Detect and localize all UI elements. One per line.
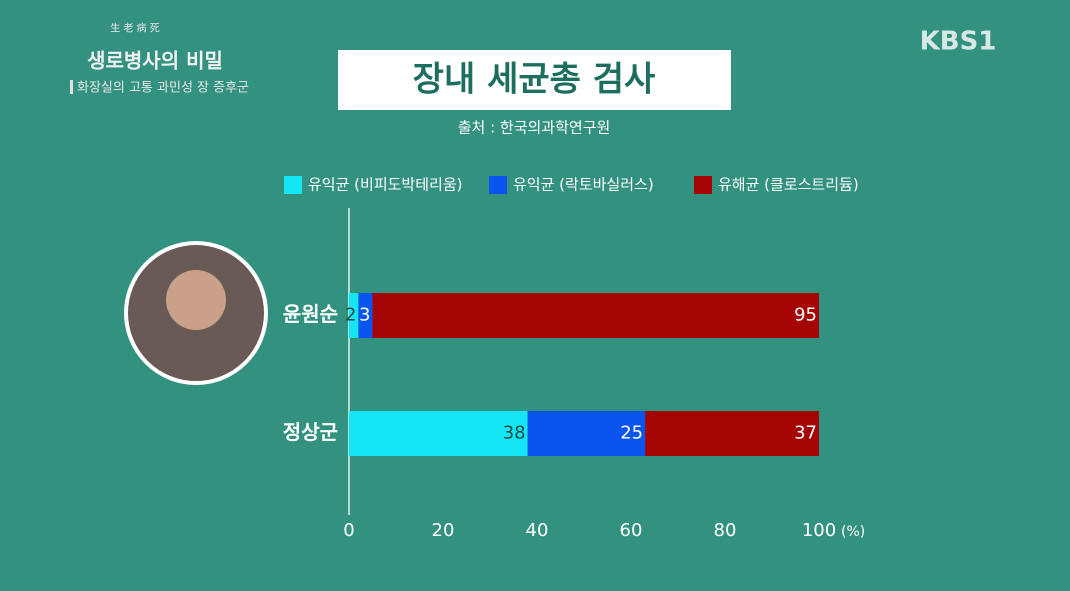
value-label: 37 [794, 423, 817, 444]
value-label: 95 [794, 305, 817, 326]
program-title: 생로병사의 비밀 [87, 49, 223, 73]
legend-swatch [489, 176, 507, 194]
legend-label: 유익균 (비피도박테리움) [308, 176, 462, 194]
x-tick-label: 20 [432, 520, 455, 541]
bar-segment [645, 411, 819, 456]
y-tick-label: 정상군 [283, 420, 338, 444]
value-label: 38 [503, 423, 526, 444]
x-unit: (%) [841, 524, 865, 540]
bar-segment [349, 293, 359, 338]
person-face [166, 270, 226, 330]
episode-title: 화장실의 고통 과민성 장 증후군 [77, 81, 249, 96]
chart-title: 장내 세균총 검사 [413, 60, 656, 100]
legend-label: 유익균 (락토바실러스) [513, 176, 654, 194]
x-tick-label: 60 [620, 520, 643, 541]
bar-segment [358, 293, 373, 338]
episode-bar [70, 80, 73, 94]
title-box [338, 50, 731, 110]
value-label: 25 [620, 423, 643, 444]
value-label: 2 [345, 305, 356, 326]
x-tick-label: 0 [343, 520, 354, 541]
bar-segment [372, 293, 819, 338]
legend-label: 유해균 (클로스트리듐) [718, 176, 859, 194]
chart-subtitle: 출처 : 한국의과학연구원 [458, 119, 611, 137]
x-tick-label: 80 [714, 520, 737, 541]
bar-segment [349, 411, 528, 456]
legend-swatch [284, 176, 302, 194]
x-tick-label: 40 [526, 520, 549, 541]
legend-swatch [694, 176, 712, 194]
channel-logo: KBS1 [920, 27, 997, 57]
bar-segment [527, 411, 646, 456]
program-hanja: 生 老 病 死 [110, 22, 160, 35]
y-tick-label: 윤원순 [283, 302, 338, 326]
x-tick-label: 100 [802, 520, 836, 541]
value-label: 3 [359, 305, 370, 326]
